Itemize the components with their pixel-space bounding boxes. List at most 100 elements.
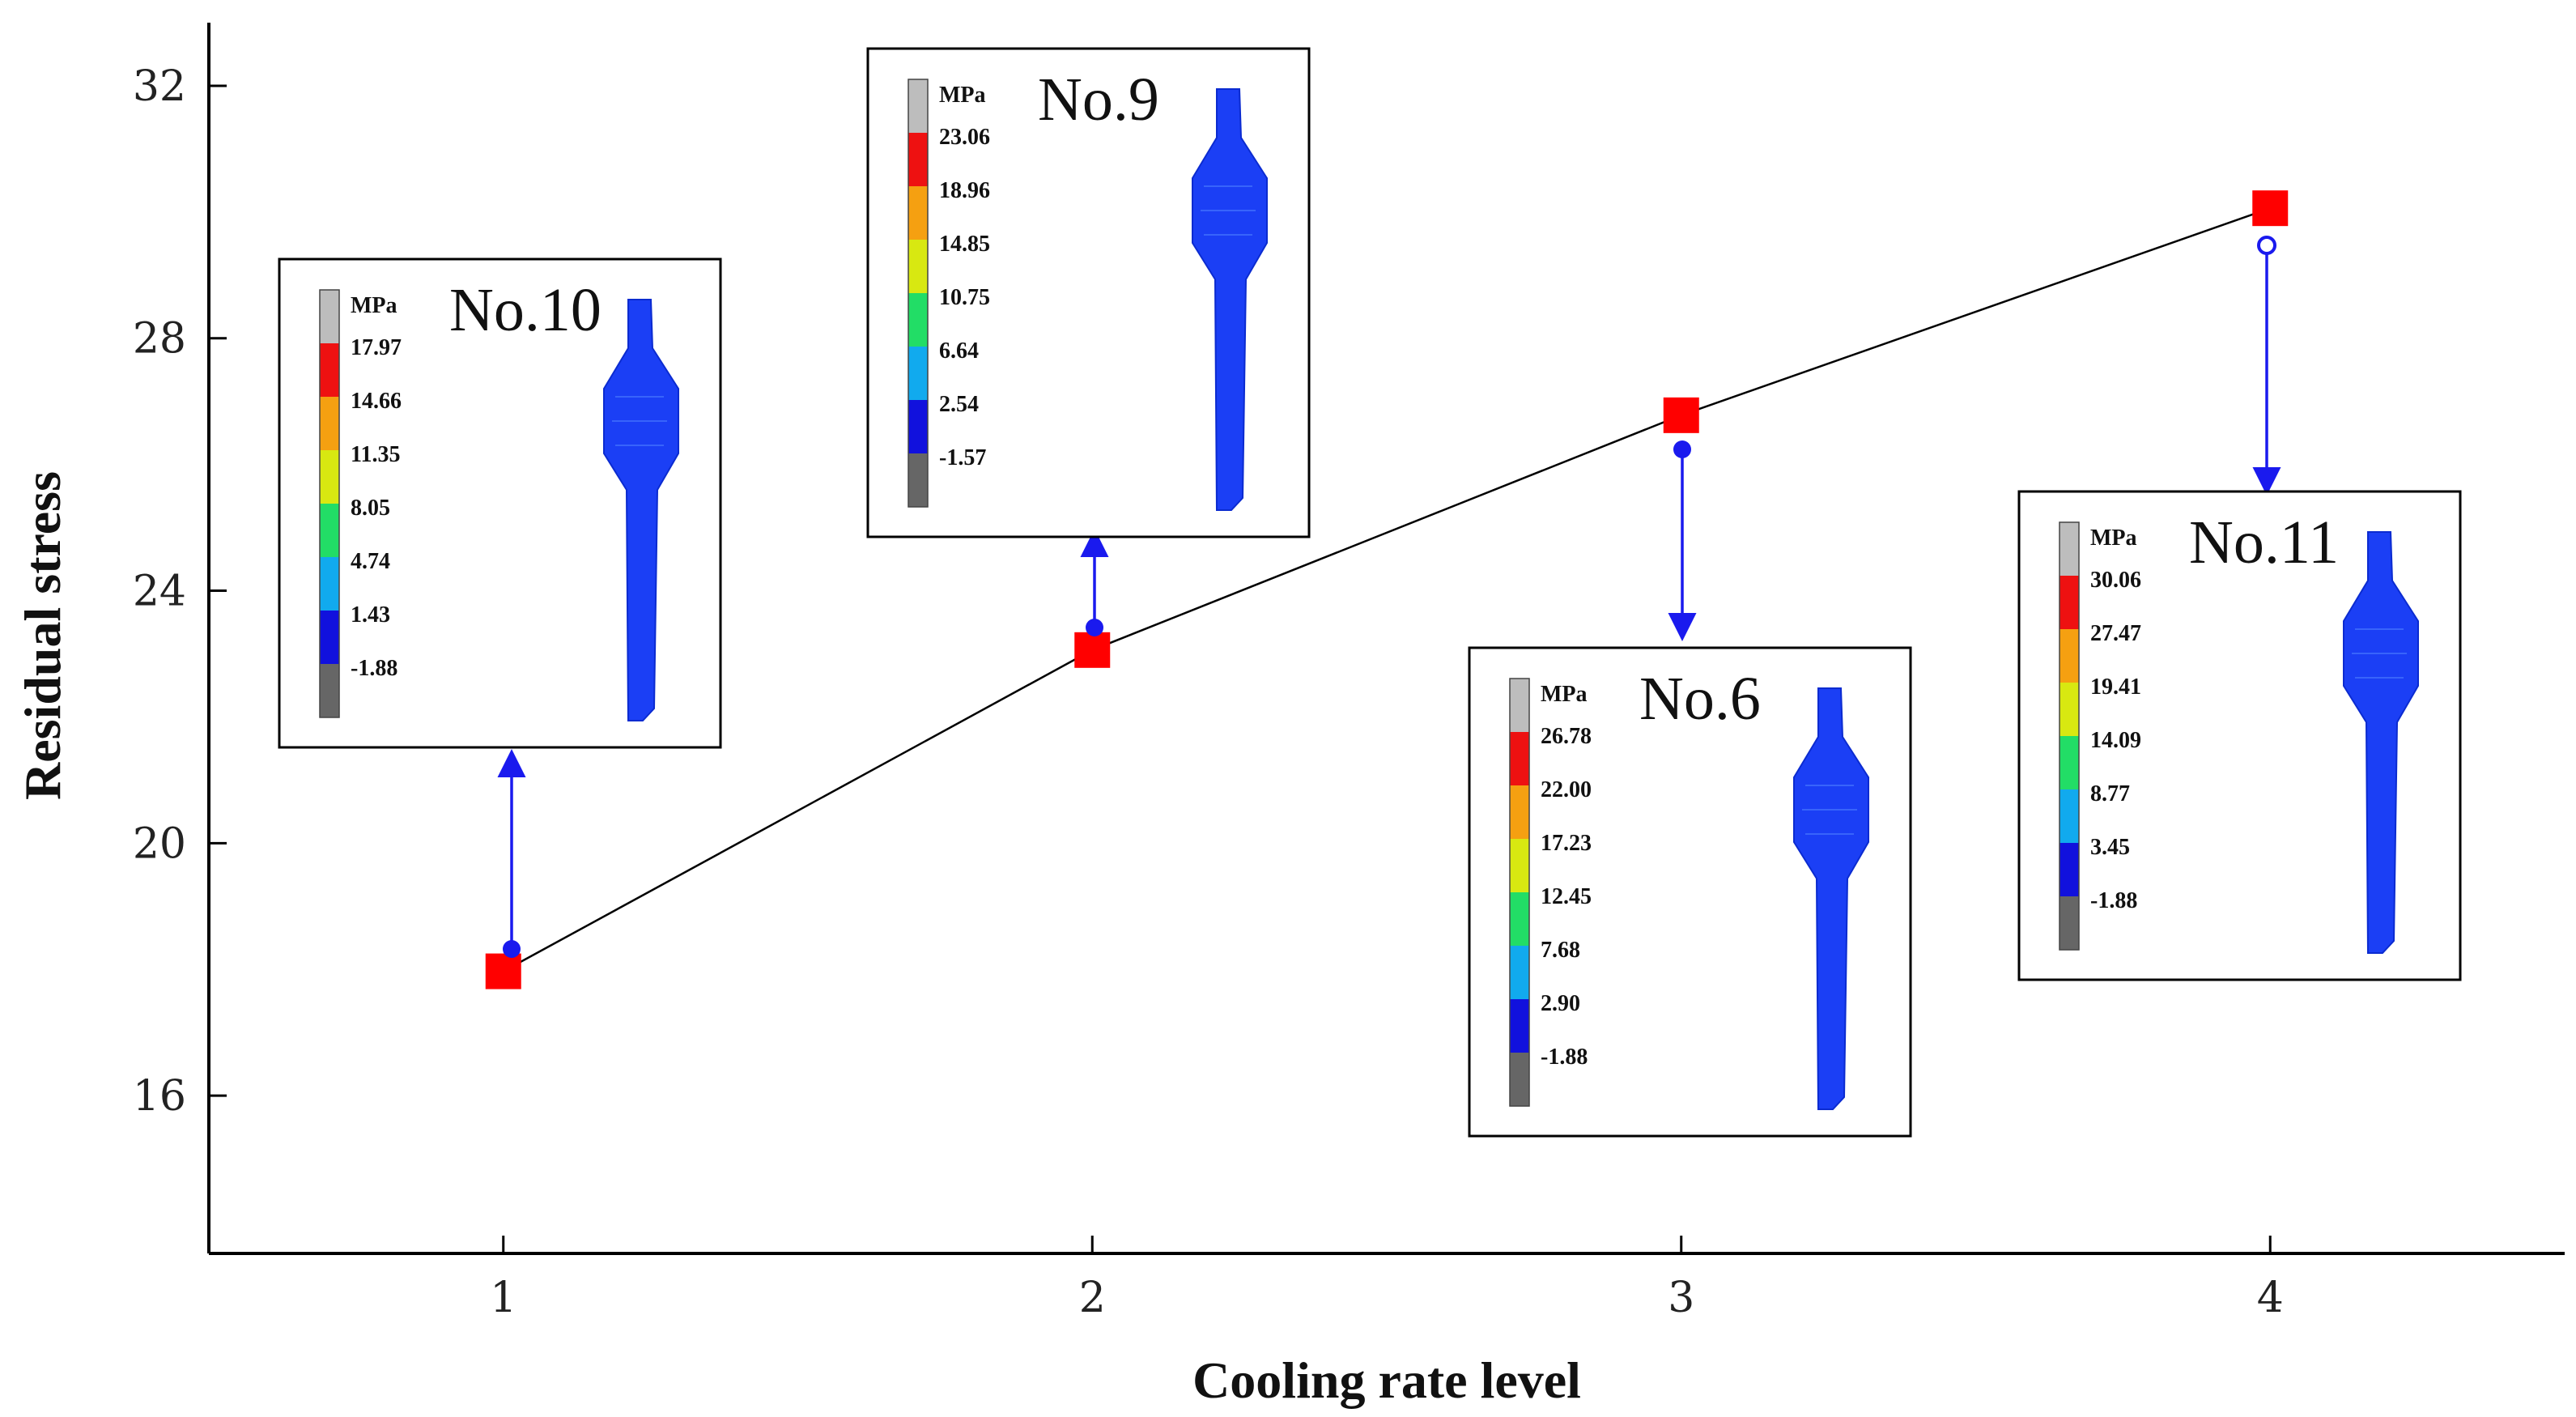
colorbar-segment — [908, 186, 928, 240]
colorbar-level-label: 3.45 — [2090, 835, 2130, 860]
colorbar-level-label: 4.74 — [351, 549, 390, 574]
colorbar-level-label: -1.57 — [939, 445, 986, 470]
data-point-marker — [2252, 190, 2289, 227]
x-tick-label: 2 — [1079, 1274, 1106, 1322]
colorbar-segment — [1510, 999, 1529, 1053]
pointer-origin-dot — [1086, 619, 1103, 636]
colorbar-level-label: 17.23 — [1541, 831, 1592, 856]
specimen-shape — [603, 299, 679, 721]
y-tick-label: 32 — [133, 62, 186, 111]
colorbar-segment — [2060, 522, 2079, 576]
colorbar-segment — [908, 79, 928, 133]
colorbar-unit: MPa — [351, 293, 397, 318]
arrow-layer — [497, 236, 2281, 958]
colorbar-unit: MPa — [939, 83, 986, 108]
colorbar-outline — [1509, 678, 1530, 1107]
colorbar-level-label: 10.75 — [939, 285, 990, 310]
colorbar-segment — [1510, 1053, 1529, 1106]
pointer-origin-dot — [503, 940, 521, 958]
colorbar-segment — [2060, 683, 2079, 736]
colorbar-level-label: 14.09 — [2090, 728, 2141, 753]
inset-title: No.9 — [1038, 66, 1159, 134]
y-tick-label: 16 — [133, 1072, 186, 1121]
colorbar-level-label: 27.47 — [2090, 621, 2141, 646]
data-point-marker — [1074, 632, 1111, 668]
colorbar-unit: MPa — [2090, 526, 2137, 551]
colorbar-segment — [1510, 892, 1529, 946]
y-axis-title: Residual stress — [14, 471, 71, 800]
colorbar-level-label: 2.90 — [1541, 991, 1580, 1016]
pointer-origin-ring — [2257, 236, 2276, 255]
colorbar-level-label: -1.88 — [2090, 888, 2137, 913]
x-tick-label: 1 — [490, 1274, 516, 1322]
colorbar-level-label: 26.78 — [1541, 724, 1592, 749]
colorbar-segment — [1510, 785, 1529, 839]
specimen-mesh-detail — [612, 396, 667, 446]
colorbar-level-label: -1.88 — [1541, 1045, 1588, 1070]
colorbar-level-label: 8.77 — [2090, 781, 2130, 806]
colorbar-level-label: 19.41 — [2090, 674, 2141, 700]
inset-layer: MPa 17.97 14.66 11.35 8.05 4.74 1.43 -1.88 No.10… — [278, 47, 2462, 1138]
colorbar-level-label: -1.88 — [351, 656, 397, 681]
inset-no10: MPa 17.97 14.66 11.35 8.05 4.74 1.43 -1.88 No.10 — [278, 257, 722, 749]
colorbar-segment — [1510, 679, 1529, 732]
specimen-mesh-detail — [1201, 185, 1256, 236]
colorbar-outline — [319, 289, 340, 718]
colorbar-segment — [2060, 629, 2079, 683]
colorbar-segment — [2060, 576, 2079, 629]
colorbar-level-label: 7.68 — [1541, 938, 1580, 963]
specimen-shape — [1793, 687, 1869, 1110]
inset-no11: MPa 30.06 27.47 19.41 14.09 8.77 3.45 -1.88 No.1… — [2017, 490, 2462, 981]
data-point-marker — [1663, 397, 1699, 433]
y-tick-label: 24 — [133, 568, 186, 616]
colorbar-segment — [2060, 736, 2079, 789]
colorbar-level-label: 11.35 — [351, 442, 400, 467]
colorbar-segment — [908, 347, 928, 400]
colorbar-level-label: 23.06 — [939, 125, 990, 150]
inset-title: No.6 — [1639, 665, 1761, 733]
x-axis-title: Cooling rate level — [1192, 1351, 1581, 1409]
pointer-origin-dot — [1673, 440, 1691, 458]
colorbar-segment — [320, 504, 339, 557]
colorbar-level-label: 6.64 — [939, 338, 979, 364]
colorbar-segment — [908, 133, 928, 186]
colorbar-segment — [320, 397, 339, 450]
colorbar-segment — [320, 664, 339, 717]
colorbar-level-label: 14.66 — [351, 389, 402, 414]
colorbar-level-label: 30.06 — [2090, 568, 2141, 593]
colorbar-segment — [320, 450, 339, 504]
colorbar-segment — [2060, 843, 2079, 896]
inset-no6: MPa 26.78 22.00 17.23 12.45 7.68 2.90 -1.88 No.6 — [1468, 646, 1912, 1138]
colorbar-segment — [320, 611, 339, 664]
y-tick-label: 20 — [133, 819, 186, 868]
colorbar-segment — [1510, 732, 1529, 785]
colorbar-segment — [2060, 896, 2079, 950]
specimen-mesh-detail — [1802, 785, 1857, 835]
colorbar-segment — [320, 290, 339, 343]
colorbar-outline — [2059, 521, 2080, 951]
colorbar-outline — [908, 79, 929, 508]
y-tick-label: 28 — [133, 315, 186, 364]
colorbar-segment — [1510, 839, 1529, 892]
y-ticks: 16 20 24 28 32 — [133, 62, 227, 1121]
colorbar-segment — [908, 453, 928, 507]
specimen-shape — [2343, 531, 2419, 954]
colorbar-level-label: 18.96 — [939, 178, 990, 203]
x-ticks: 1 2 3 4 — [490, 1236, 2284, 1322]
series-layer — [485, 190, 2289, 989]
colorbar-level-label: 17.97 — [351, 335, 402, 360]
colorbar-segment — [2060, 789, 2079, 843]
specimen-shape — [1192, 88, 1268, 511]
colorbar-segment — [320, 343, 339, 397]
specimen-mesh-detail — [2352, 628, 2407, 679]
colorbar-level-label: 1.43 — [351, 602, 390, 628]
x-tick-label: 3 — [1668, 1274, 1694, 1322]
colorbar-level-label: 8.05 — [351, 496, 390, 521]
series-line — [503, 206, 2271, 972]
colorbar-segment — [908, 293, 928, 347]
x-tick-label: 4 — [2257, 1274, 2284, 1322]
inset-no9: MPa 23.06 18.96 14.85 10.75 6.64 2.54 -1.57 No.9 — [866, 47, 1311, 538]
inset-title: No.11 — [2189, 509, 2339, 577]
colorbar-level-label: 12.45 — [1541, 884, 1592, 909]
